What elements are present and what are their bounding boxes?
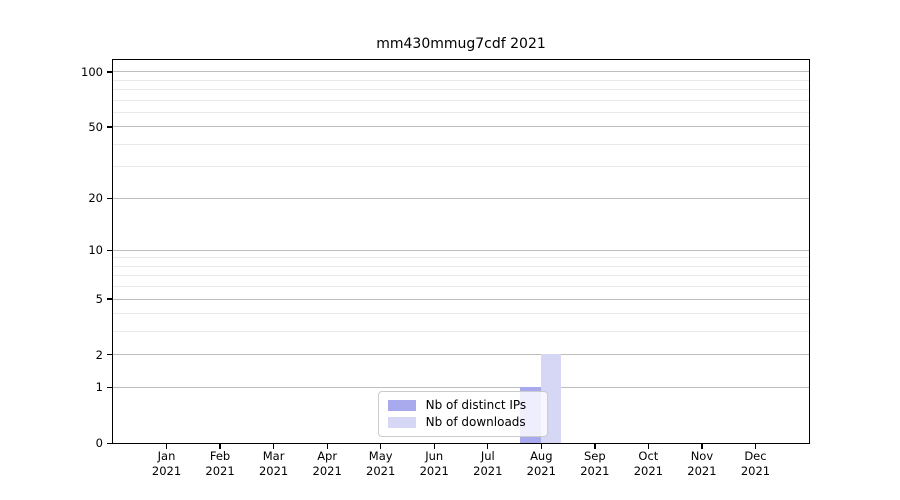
plot-area: Nb of distinct IPs Nb of downloads xyxy=(111,58,810,444)
gridline-major xyxy=(112,197,809,199)
y-tick xyxy=(107,354,112,356)
chart-title: mm430mmug7cdf 2021 xyxy=(376,36,546,52)
legend-item-distinct-ips: Nb of distinct IPs xyxy=(387,398,538,413)
gridline-minor xyxy=(112,313,809,315)
legend-label-downloads: Nb of downloads xyxy=(425,415,526,430)
legend-swatch-distinct-ips xyxy=(387,399,416,411)
x-tick xyxy=(647,444,650,449)
x-tick-label: Feb 2021 xyxy=(205,449,235,478)
y-tick-label: 10 xyxy=(88,243,103,258)
x-tick xyxy=(380,444,382,449)
y-tick xyxy=(107,197,112,199)
y-tick xyxy=(107,71,112,73)
gridline-minor xyxy=(112,265,809,267)
x-tick-label: Jan 2021 xyxy=(151,449,182,478)
x-tick xyxy=(165,444,168,449)
y-tick-label: 2 xyxy=(95,347,103,362)
x-tick-label: Nov 2021 xyxy=(687,449,717,478)
gridline-minor xyxy=(112,286,809,288)
y-tick xyxy=(107,386,112,389)
y-tick-label: 50 xyxy=(88,119,103,134)
y-tick xyxy=(107,442,112,444)
x-tick xyxy=(701,444,703,449)
gridline-minor xyxy=(112,257,809,259)
legend-swatch-downloads xyxy=(387,416,416,428)
gridline-minor xyxy=(112,275,809,277)
x-tick xyxy=(273,444,275,449)
legend: Nb of distinct IPs Nb of downloads xyxy=(377,390,548,437)
gridline-minor xyxy=(112,166,809,168)
gridline-minor xyxy=(112,143,809,145)
gridline-minor xyxy=(112,89,809,91)
y-tick-label: 0 xyxy=(95,436,103,450)
y-tick xyxy=(107,249,112,251)
x-tick xyxy=(219,444,221,449)
gridline-minor xyxy=(112,99,809,101)
x-tick-label: Oct 2021 xyxy=(633,449,664,478)
y-tick-label: 1 xyxy=(95,380,103,395)
x-tick-label: Dec 2021 xyxy=(740,449,771,478)
x-tick-label: Apr 2021 xyxy=(312,449,342,478)
x-tick xyxy=(754,444,757,449)
x-tick-label: Sep 2021 xyxy=(580,449,610,478)
gridline-minor xyxy=(112,331,809,333)
gridline-major xyxy=(112,298,809,300)
x-tick-label: Mar 2021 xyxy=(258,449,289,478)
gridline-major xyxy=(112,354,809,356)
y-tick-label: 20 xyxy=(88,191,103,206)
legend-label-distinct-ips: Nb of distinct IPs xyxy=(425,398,527,413)
x-tick-label: Jul 2021 xyxy=(473,449,503,478)
gridline-major xyxy=(112,249,809,251)
x-tick-label: May 2021 xyxy=(366,449,396,478)
gridline-major xyxy=(112,126,809,128)
x-tick xyxy=(487,444,489,449)
legend-item-downloads: Nb of downloads xyxy=(387,415,538,430)
x-tick xyxy=(326,444,328,449)
gridline-major xyxy=(112,71,809,73)
y-tick xyxy=(107,126,112,128)
x-tick xyxy=(594,444,596,449)
y-tick-label: 100 xyxy=(81,64,103,79)
x-tick xyxy=(540,444,542,449)
gridline-major xyxy=(112,386,809,388)
x-tick-label: Aug 2021 xyxy=(526,449,556,478)
x-tick-label: Jun 2021 xyxy=(419,449,449,478)
gridline-minor xyxy=(112,111,809,113)
x-tick xyxy=(433,444,435,449)
y-tick xyxy=(107,298,112,300)
y-tick-label: 5 xyxy=(95,291,103,306)
gridline-minor xyxy=(112,79,809,81)
